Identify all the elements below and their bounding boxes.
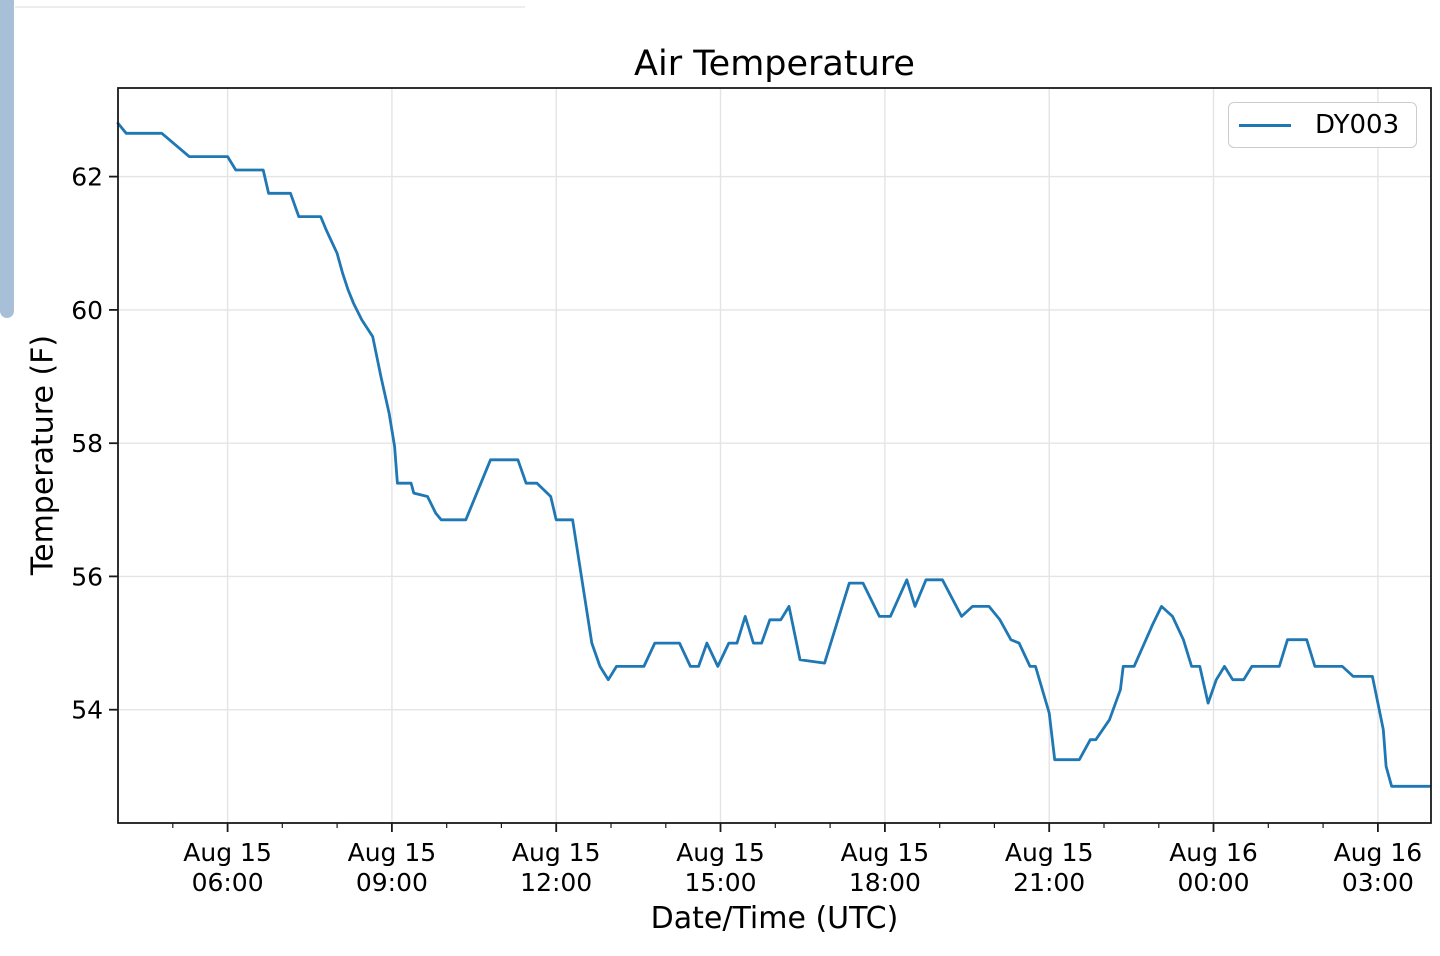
x-tick-label: Aug 16: [1334, 838, 1423, 867]
y-tick-label: 54: [71, 696, 103, 725]
x-tick-label: 15:00: [684, 868, 756, 897]
x-tick-label: 21:00: [1013, 868, 1085, 897]
legend: DY003: [1228, 102, 1417, 148]
plot-border: [117, 87, 1432, 824]
y-tick-label: 56: [71, 562, 103, 591]
scrollbar-thumb[interactable]: [0, 0, 14, 318]
y-tick-label: 58: [71, 429, 103, 458]
x-tick-label: Aug 16: [1169, 838, 1258, 867]
x-tick-label: 09:00: [356, 868, 428, 897]
x-tick-label: 00:00: [1177, 868, 1249, 897]
x-tick-label: Aug 15: [348, 838, 437, 867]
x-tick-label: 12:00: [520, 868, 592, 897]
y-tick-label: 60: [71, 296, 103, 325]
temperature-line: [116, 121, 1432, 788]
x-tick-label: Aug 15: [512, 838, 601, 867]
x-tick-label: Aug 15: [841, 838, 930, 867]
chart-title: Air Temperature: [634, 44, 915, 84]
x-tick-label: Aug 15: [183, 838, 272, 867]
x-tick-label: 03:00: [1342, 868, 1414, 897]
x-tick-label: Aug 15: [1005, 838, 1094, 867]
cell-divider: [15, 6, 525, 8]
y-axis-label: Temperature (F): [25, 334, 61, 576]
x-tick-label: Aug 15: [676, 838, 765, 867]
legend-line-swatch: [1239, 123, 1291, 127]
y-tick-label: 62: [71, 163, 103, 192]
legend-series-label: DY003: [1315, 110, 1400, 140]
x-tick-label: 18:00: [849, 868, 921, 897]
x-tick-label: 06:00: [192, 868, 264, 897]
x-axis-label: Date/Time (UTC): [650, 901, 899, 936]
